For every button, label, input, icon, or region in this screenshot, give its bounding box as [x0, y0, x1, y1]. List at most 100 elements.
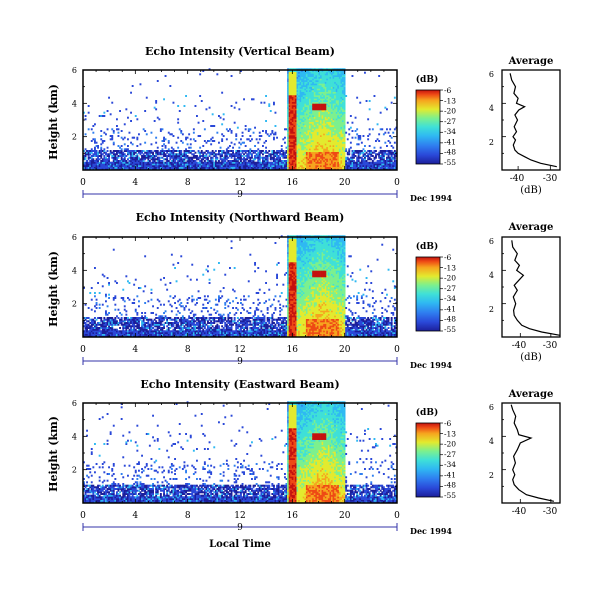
heatmap-cell — [332, 120, 335, 122]
heatmap-cell — [313, 135, 316, 137]
heatmap-cell — [98, 165, 101, 167]
heatmap-cell — [323, 135, 326, 137]
heatmap-cell — [305, 113, 308, 116]
heatmap-cell — [312, 120, 315, 122]
heatmap-cell — [301, 160, 304, 162]
heatmap-cell — [211, 165, 214, 167]
heatmap-cell — [156, 163, 159, 166]
heatmap-cell — [329, 111, 332, 114]
heatmap-cell — [106, 146, 109, 149]
heatmap-cell — [390, 161, 393, 164]
heatmap-cell — [305, 131, 308, 134]
heatmap-cell — [337, 136, 340, 139]
heatmap-cell — [145, 332, 148, 334]
heatmap-cell — [255, 156, 258, 159]
heatmap-cell — [337, 166, 340, 169]
heatmap-cell — [305, 116, 308, 119]
heatmap-cell — [337, 80, 340, 82]
heatmap-cell — [185, 136, 187, 139]
heatmap-cell — [185, 161, 187, 164]
heatmap-cell — [260, 163, 263, 166]
heatmap-cell — [334, 145, 337, 147]
heatmap-cell — [288, 151, 291, 154]
heatmap-cell — [243, 98, 245, 101]
heatmap-cell — [156, 158, 159, 161]
heatmap-cell — [327, 128, 330, 131]
heatmap-cell — [294, 141, 297, 144]
heatmap-cell — [293, 148, 296, 151]
heatmap-cell — [111, 155, 114, 157]
heatmap-cell — [379, 158, 382, 161]
heatmap-cell — [230, 165, 233, 167]
heatmap-cell — [320, 130, 322, 132]
heatmap-cell — [321, 156, 324, 159]
heatmap-cell — [312, 75, 315, 77]
heatmap-cell — [367, 155, 370, 157]
heatmap-cell — [84, 133, 87, 136]
heatmap-cell — [263, 141, 266, 144]
heatmap-cell — [299, 120, 302, 122]
heatmap-cell — [255, 165, 258, 167]
heatmap-cell — [122, 163, 125, 166]
heatmap-cell — [230, 75, 233, 77]
heatmap-cell — [342, 115, 344, 117]
heatmap-cell — [332, 130, 335, 132]
heatmap-cell — [331, 143, 333, 146]
heatmap-cell — [288, 161, 291, 164]
heatmap-cell — [316, 83, 319, 86]
heatmap-cell — [393, 161, 396, 164]
heatmap-cell — [191, 161, 194, 164]
heatmap-cell — [90, 320, 93, 323]
heatmap-cell — [313, 146, 316, 149]
heatmap-cell — [338, 78, 341, 81]
heatmap-cell — [381, 151, 384, 154]
heatmap-cell — [342, 160, 344, 162]
heatmap-cell — [296, 141, 299, 144]
heatmap-cell — [309, 101, 311, 104]
heatmap-cell — [299, 103, 302, 106]
heatmap-cell — [318, 103, 321, 106]
heatmap-cell — [342, 151, 344, 154]
heatmap-cell — [227, 160, 230, 162]
heatmap-cell — [232, 166, 234, 169]
heatmap-cell — [340, 80, 343, 82]
heatmap-cell — [309, 120, 311, 122]
heatmap-cell — [240, 70, 242, 72]
heatmap-cell — [97, 282, 99, 284]
heatmap-cell — [194, 155, 197, 157]
heatmap-cell — [343, 158, 346, 161]
heatmap-cell — [305, 98, 308, 101]
heatmap-cell — [131, 318, 134, 321]
heatmap-cell — [103, 155, 106, 157]
heatmap-cell — [144, 161, 147, 164]
heatmap-cell — [290, 125, 293, 127]
heatmap-cell — [309, 83, 311, 86]
heatmap-cell — [360, 158, 363, 161]
heatmap-cell — [310, 133, 313, 136]
heatmap-cell — [290, 108, 293, 111]
heatmap-cell — [335, 93, 338, 96]
heatmap-cell — [123, 317, 126, 319]
heatmap-cell — [360, 166, 363, 169]
heatmap-cell — [94, 323, 96, 326]
heatmap-cell — [340, 78, 343, 81]
heatmap-cell — [378, 160, 381, 162]
heatmap-cell — [120, 155, 123, 157]
heatmap-cell — [318, 105, 321, 107]
heatmap-cell — [249, 166, 252, 169]
heatmap-cell — [332, 158, 335, 161]
heatmap-cell — [169, 155, 172, 157]
heatmap-cell — [329, 101, 332, 104]
heatmap-cell — [305, 138, 308, 141]
heatmap-cell — [312, 116, 315, 119]
heatmap-cell — [318, 163, 321, 166]
heatmap-cell — [139, 151, 142, 154]
heatmap-cell — [313, 166, 316, 169]
heatmap-cell — [180, 140, 183, 142]
heatmap-cell — [329, 155, 332, 157]
heatmap-cell — [128, 325, 131, 328]
heatmap-cell — [299, 116, 302, 119]
heatmap-cell — [340, 111, 343, 114]
heatmap-cell — [222, 150, 225, 152]
heatmap-cell — [257, 160, 260, 162]
